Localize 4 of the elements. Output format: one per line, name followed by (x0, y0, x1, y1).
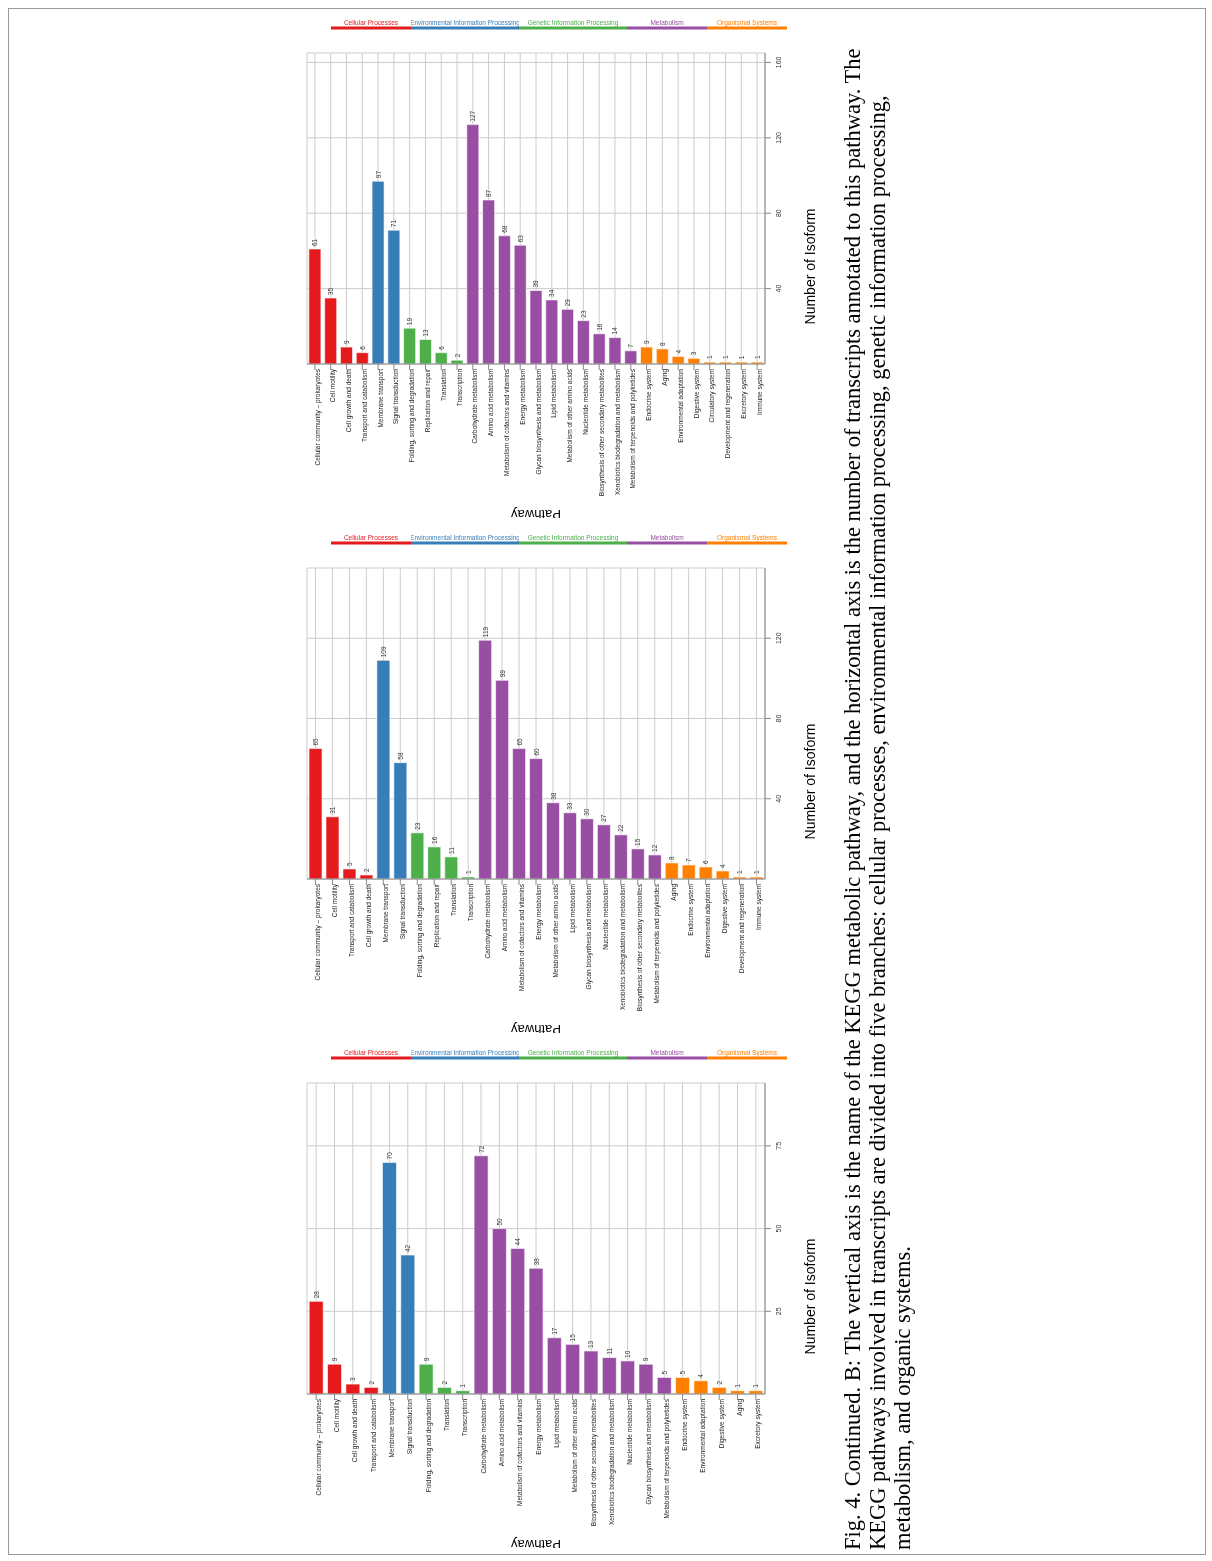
y-axis-title: Number of Isoform (801, 1238, 818, 1355)
caption: Fig. 4. Continued. B: The vertical axis is the name of the KEGG metabolic pathway, and the horizontal axis is the number of transcripts annotated to this pathway. The KEGG pathways involved in transcripts are divided into five branches: cellular processes, environmental information processing, genetic information processing, metabolism, and organic systems. (840, 47, 916, 1550)
y-axis-title: Number of Isoform (801, 208, 818, 325)
y-axis-title: Number of Isoform (801, 723, 818, 840)
